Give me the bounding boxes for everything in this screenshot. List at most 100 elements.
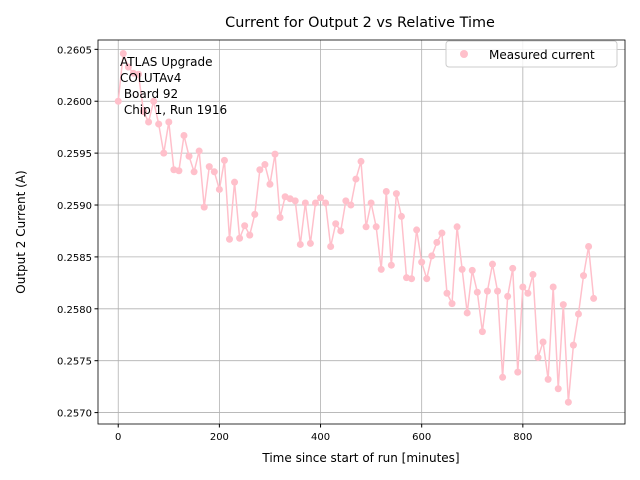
data-point: [210, 168, 218, 176]
data-point: [494, 287, 502, 295]
y-tick-label: 0.2575: [57, 357, 92, 368]
data-point: [306, 239, 314, 247]
data-point: [352, 175, 360, 183]
data-point: [519, 283, 527, 291]
data-point: [301, 199, 309, 207]
data-point: [377, 265, 385, 273]
data-point: [276, 213, 284, 221]
data-point: [311, 199, 319, 207]
data-point: [382, 188, 390, 196]
data-point: [195, 147, 203, 155]
data-point: [590, 294, 598, 302]
data-point: [114, 97, 122, 105]
annotation: ATLAS Upgrade: [120, 55, 213, 69]
data-point: [220, 156, 228, 164]
data-point: [180, 131, 188, 139]
data-point: [150, 97, 158, 105]
data-point: [225, 235, 233, 243]
data-point: [438, 229, 446, 237]
data-point: [423, 275, 431, 283]
data-point: [574, 310, 582, 318]
data-point: [524, 289, 532, 297]
data-point: [215, 185, 223, 193]
data-point: [408, 275, 416, 283]
data-point: [231, 178, 239, 186]
x-tick-label: 400: [311, 432, 330, 443]
data-point: [190, 168, 198, 176]
data-point: [119, 49, 127, 57]
data-point: [443, 289, 451, 297]
data-point: [483, 287, 491, 295]
data-point: [342, 197, 350, 205]
data-point: [549, 283, 557, 291]
data-point: [585, 243, 593, 251]
data-point: [569, 341, 577, 349]
data-point: [296, 240, 304, 248]
data-point: [448, 300, 456, 308]
data-point: [468, 266, 476, 274]
y-tick-label: 0.2595: [57, 149, 92, 160]
data-point: [357, 157, 365, 165]
data-point: [504, 292, 512, 300]
x-tick-label: 600: [412, 432, 431, 443]
data-point: [236, 234, 244, 242]
annotation: Board 92: [120, 87, 178, 101]
x-tick-label: 800: [513, 432, 532, 443]
y-tick-label: 0.2580: [57, 305, 92, 316]
data-point: [367, 199, 375, 207]
data-point: [387, 261, 395, 269]
data-point: [580, 272, 588, 280]
data-point: [539, 338, 547, 346]
data-point: [160, 149, 168, 157]
annotation: Chip 1, Run 1916: [120, 103, 227, 117]
data-point: [165, 118, 173, 126]
data-point: [155, 120, 163, 128]
data-point: [251, 210, 259, 218]
data-point: [317, 194, 325, 202]
data-point: [433, 238, 441, 246]
data-point: [463, 309, 471, 317]
data-point: [397, 212, 405, 220]
data-point: [499, 373, 507, 381]
data-point: [347, 201, 355, 209]
data-point: [453, 223, 461, 231]
data-point: [322, 199, 330, 207]
data-point: [509, 264, 517, 272]
data-point: [372, 223, 380, 231]
data-point: [554, 385, 562, 393]
data-point: [200, 203, 208, 211]
y-tick-label: 0.2600: [57, 97, 92, 108]
plot-frame: [97, 39, 626, 425]
x-axis-label: Time since start of run [minutes]: [261, 451, 459, 465]
data-point: [458, 265, 466, 273]
data-point: [261, 161, 269, 169]
data-point: [124, 63, 132, 71]
data-point: [175, 167, 183, 175]
data-point: [534, 354, 542, 362]
data-point: [246, 231, 254, 239]
legend-label: Measured current: [489, 48, 595, 62]
data-point: [134, 70, 142, 78]
data-point: [271, 150, 279, 158]
data-point: [140, 108, 148, 116]
y-tick-label: 0.2590: [57, 201, 92, 212]
data-point: [544, 375, 552, 383]
data-point: [256, 166, 264, 174]
data-point: [327, 243, 335, 251]
data-point: [145, 118, 153, 126]
data-point: [185, 152, 193, 160]
data-point: [362, 223, 370, 231]
y-tick-label: 0.2585: [57, 253, 92, 264]
data-point: [488, 260, 496, 268]
data-point: [473, 288, 481, 296]
data-point: [478, 328, 486, 336]
data-point: [332, 220, 340, 228]
y-tick-label: 0.2605: [57, 45, 92, 56]
data-point: [291, 197, 299, 205]
data-point: [428, 252, 436, 260]
x-tick-label: 200: [210, 432, 229, 443]
data-point: [205, 163, 213, 171]
data-point: [241, 222, 249, 230]
legend-box: [445, 40, 618, 68]
